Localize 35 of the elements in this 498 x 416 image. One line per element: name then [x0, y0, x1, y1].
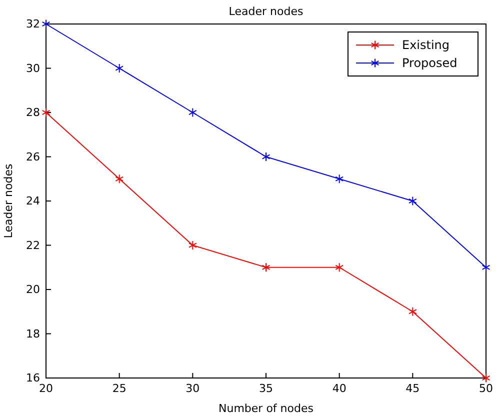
y-tick-label: 26 [26, 150, 40, 164]
point [482, 262, 490, 272]
point [262, 152, 270, 162]
point [408, 306, 417, 316]
y-axis-title: Leader nodes [2, 164, 15, 238]
legend-label: Existing [402, 38, 450, 52]
y-tick-label: 20 [26, 283, 40, 296]
chart-title: Leader nodes [228, 5, 304, 18]
y-tick-label: 22 [26, 238, 40, 252]
x-tick-label: 25 [112, 382, 126, 395]
x-tick-label: 30 [186, 382, 200, 395]
y-tick-label: 24 [26, 194, 40, 208]
y-tick-label: 18 [26, 327, 40, 340]
x-tick-label: 35 [259, 382, 273, 395]
point [408, 196, 417, 206]
x-tick-label: 50 [479, 382, 493, 395]
point [42, 108, 50, 118]
y-tick-label: 16 [26, 372, 40, 385]
point [262, 262, 270, 272]
x-axis-title: Number of nodes [218, 402, 314, 415]
point [188, 108, 197, 118]
point [482, 373, 490, 383]
x-tick-label: 20 [39, 382, 53, 395]
point [42, 19, 50, 29]
y-tick-label: 30 [26, 62, 40, 75]
legend-label: Proposed [402, 56, 458, 70]
point [115, 174, 124, 184]
y-tick-label: 32 [26, 18, 40, 31]
point [335, 262, 344, 272]
x-tick-label: 45 [406, 382, 420, 395]
point [115, 64, 124, 73]
point [335, 174, 344, 184]
point [188, 240, 197, 250]
y-tick-label: 28 [26, 106, 40, 120]
x-tick-label: 40 [332, 382, 346, 395]
